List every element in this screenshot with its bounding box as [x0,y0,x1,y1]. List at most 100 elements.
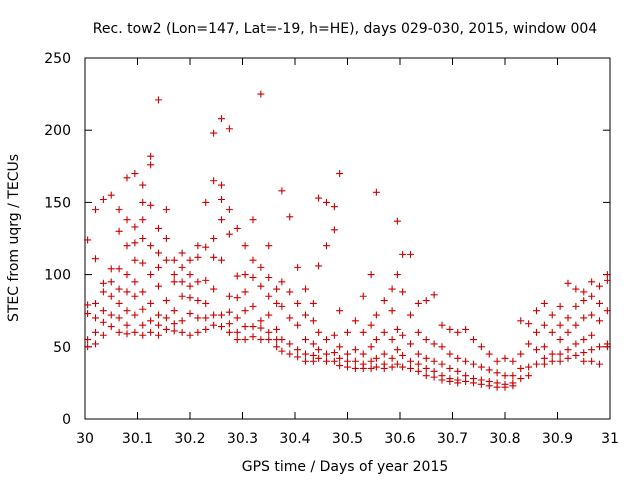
data-point [517,350,525,358]
data-point [241,288,249,296]
data-point [485,350,493,358]
data-point [323,350,330,358]
data-point [393,325,401,333]
data-point [131,223,139,231]
data-point [225,230,233,238]
data-point [202,198,210,206]
data-point [351,364,359,372]
data-point [202,243,210,251]
data-point [139,288,147,296]
data-point [462,325,470,333]
data-point [107,292,115,300]
data-point [446,364,454,372]
data-point [107,323,115,331]
data-point [218,256,225,264]
data-point [588,346,596,354]
data-point [147,271,155,279]
data-point [115,206,123,214]
data-point [123,288,131,296]
data-point [556,302,564,310]
data-point [273,285,281,293]
data-point [399,351,407,359]
data-point [414,299,422,307]
data-point [92,340,99,348]
data-point [315,262,323,270]
data-point [430,340,438,348]
data-point [278,336,286,344]
data-point [131,278,139,286]
x-tick-label: 30.3 [227,431,258,447]
data-point [399,288,407,296]
data-point [315,194,323,202]
data-point [265,292,273,300]
data-point [315,354,323,362]
data-point [186,256,194,264]
data-point [210,235,218,242]
data-point [414,360,422,368]
x-tick-label: 30.6 [384,431,415,447]
data-point [286,213,294,221]
data-point [407,340,414,348]
data-point [309,299,317,307]
data-point [517,375,525,383]
data-point [388,363,396,371]
data-point [477,343,485,351]
data-point [155,96,162,104]
data-point [92,299,99,307]
data-point [438,343,446,351]
x-tick-label: 30.2 [174,431,205,447]
data-point [414,367,422,375]
chart-title: Rec. tow2 (Lon=147, Lat=-19, h=HE), days… [93,21,597,37]
data-point [139,305,147,313]
data-point [315,346,323,354]
data-point [399,363,407,371]
data-point [517,364,525,372]
data-point [286,314,294,322]
data-point [501,383,509,391]
data-point [107,311,115,319]
data-point [294,346,302,354]
data-point [273,325,281,333]
data-point [139,216,147,224]
data-point [170,256,178,264]
data-point [380,350,388,358]
data-point [202,299,210,307]
data-point [548,357,556,365]
data-point [422,297,430,305]
data-point [493,383,501,391]
data-point [233,328,241,336]
data-point [533,346,540,354]
data-point [302,350,309,358]
data-point [186,331,194,339]
data-point [241,242,249,250]
data-point [155,331,162,339]
data-point [233,336,241,344]
data-point [241,271,249,279]
data-point [99,279,107,287]
data-point [155,321,162,329]
data-point [454,354,462,362]
data-point [225,292,233,300]
data-point [372,354,380,362]
data-point [438,376,446,384]
data-point [454,367,462,375]
data-point [147,152,155,160]
data-point [233,314,241,322]
data-point [249,323,257,331]
data-point [202,325,210,333]
data-point [194,242,202,250]
data-point [477,363,485,371]
data-point [123,216,131,224]
data-point [372,188,380,196]
data-point [302,357,309,365]
data-point [265,336,273,344]
data-point [99,331,107,339]
data-point [572,340,580,348]
data-point [170,320,178,328]
data-point [393,360,401,368]
data-point [372,336,380,344]
data-point [380,364,388,372]
data-point [265,311,273,319]
data-point [249,273,257,281]
